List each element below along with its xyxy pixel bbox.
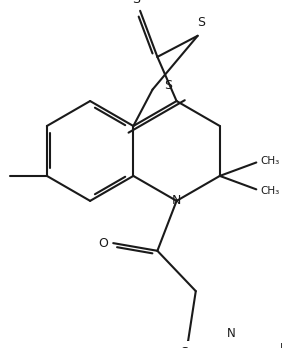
Text: CH₃: CH₃ xyxy=(260,156,279,166)
Text: S: S xyxy=(164,79,172,92)
Text: CH₃: CH₃ xyxy=(260,186,279,196)
Text: N: N xyxy=(227,327,236,340)
Text: S: S xyxy=(132,0,140,6)
Text: N: N xyxy=(280,341,282,348)
Text: S: S xyxy=(180,346,188,348)
Text: O: O xyxy=(99,237,109,250)
Text: N: N xyxy=(172,195,181,207)
Text: S: S xyxy=(198,16,206,29)
